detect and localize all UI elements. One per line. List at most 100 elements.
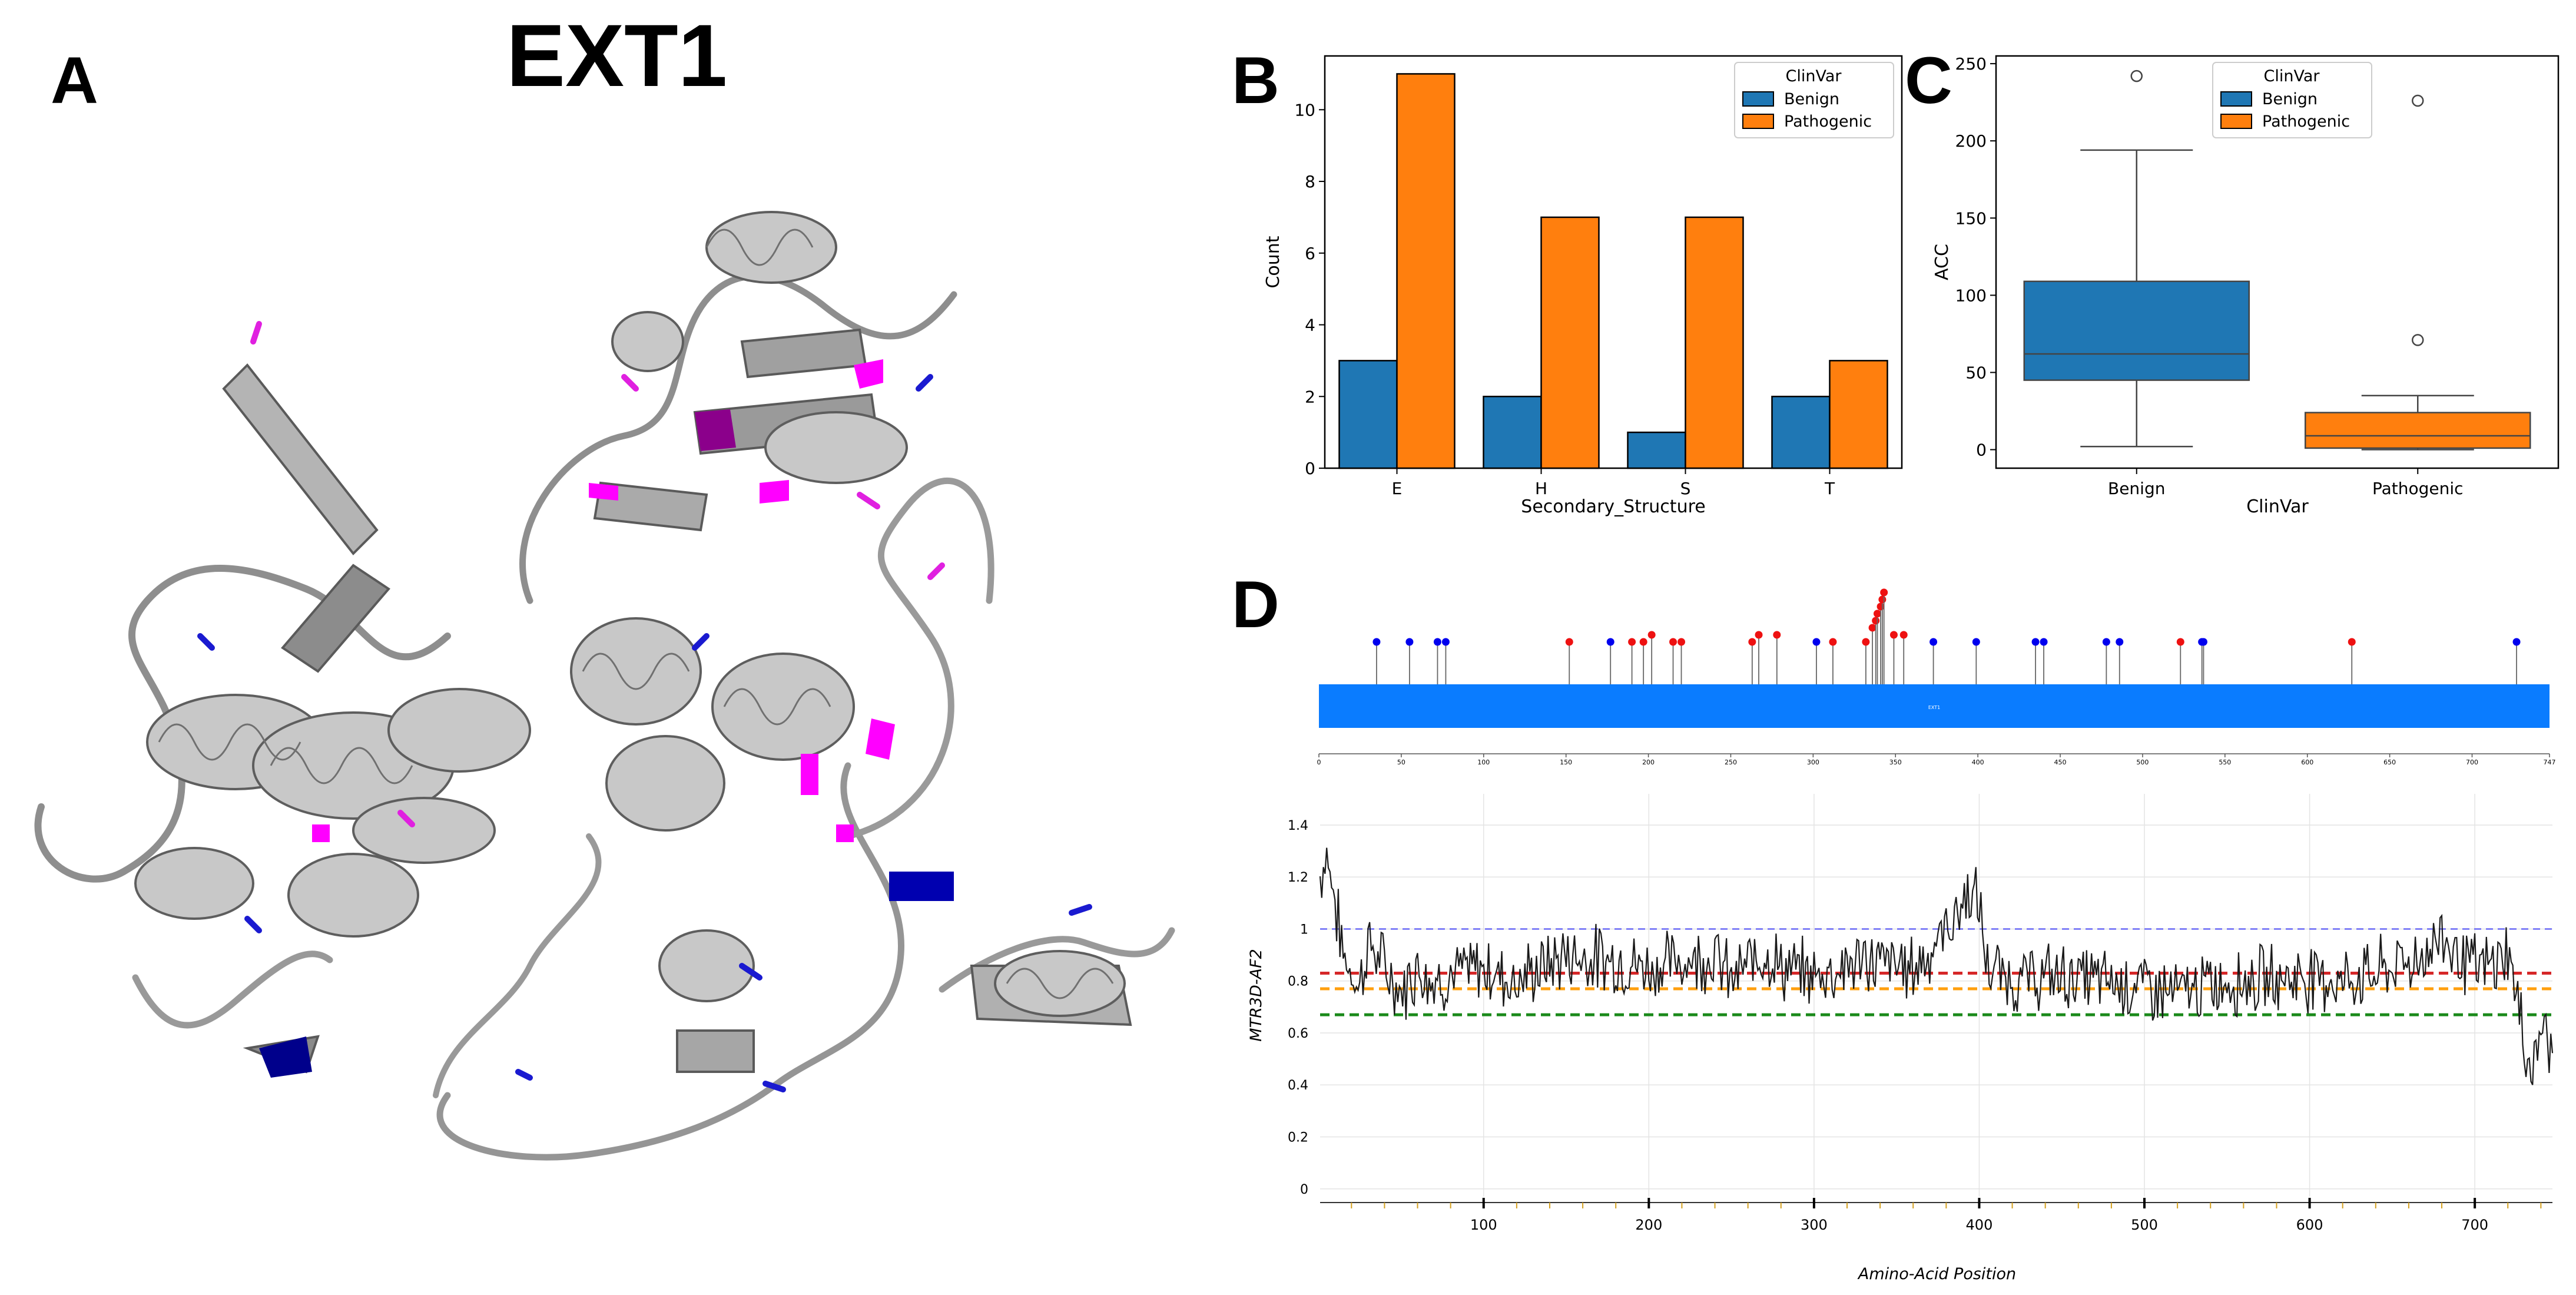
x-tick-label: 100 [1470,1217,1497,1233]
lollipop-benign [2199,638,2207,646]
bar-benign-S [1627,431,1686,469]
lollipop-tick-label: 500 [2136,759,2149,766]
y-tick-label: 1 [1300,922,1308,937]
lollipop-pathogenic [1755,631,1763,639]
lollipop-tick-label: 50 [1397,759,1405,766]
lollipop-tick-label: 450 [2054,759,2067,766]
y-tick-label: 200 [1955,131,1987,151]
lollipop-tick-label: 350 [1889,759,1902,766]
lollipop-pathogenic [1829,638,1837,646]
bar-pathogenic-H [1540,216,1600,469]
panel-d-y-label: MTR3D-AF2 [1247,949,1265,1041]
lollipop-benign [1372,638,1381,646]
protein-domain-bar [1319,684,2550,728]
y-tick-label: 1.2 [1288,870,1308,885]
lollipop-benign [1405,638,1414,646]
box-benign [2023,280,2250,381]
outlier-pathogenic [2412,94,2424,107]
bar-pathogenic-E [1396,73,1456,469]
panel-d-x-label: Amino-Acid Position [1857,1265,2016,1283]
lollipop-pathogenic [2176,638,2184,646]
lollipop-benign [2116,638,2124,646]
x-tick-label: 600 [2296,1217,2323,1233]
panel-c-legend: ClinVar Benign Pathogenic [2212,62,2372,138]
lollipop-benign [1433,638,1441,646]
lollipop-tick-label: 0 [1317,759,1321,766]
x-tick-label: H [1535,479,1547,498]
panel-c-axes-frame [1995,55,2560,469]
lollipop-benign [1606,638,1614,646]
panel-a-label: A [51,44,98,117]
x-tick-label: S [1680,479,1691,498]
lollipop-pathogenic [1862,638,1870,646]
lollipop-pathogenic [1647,631,1656,639]
lollipop-pathogenic [1773,631,1781,639]
y-tick-label: 6 [1305,244,1315,263]
box-pathogenic [2305,412,2531,449]
lollipop-benign [1812,638,1821,646]
lollipop-tick-label: 550 [2219,759,2231,766]
panel-b-bar-chart: 0 2 4 6 8 10 E H S T Count Secondary_Structure C… [1263,55,1903,517]
panel-b-axes-frame [1324,55,1903,469]
lollipop-tick-label: 100 [1477,759,1490,766]
lollipop-pathogenic [1873,610,1881,618]
panel-c-legend-benign: Benign [2262,90,2318,108]
lollipop-tick-label: 747 [2544,759,2556,766]
lollipop-benign [2102,638,2110,646]
lollipop-pathogenic [1868,624,1877,632]
lollipop-benign [2031,638,2040,646]
y-tick-label: 0.6 [1288,1026,1308,1041]
panel-c-box-plot: 0 50 100 150 200 250 Benign Pathogenic ACC Cli… [1932,54,2560,517]
y-tick-label: 150 [1955,208,1987,228]
domain-label: EXT1 [1928,705,1940,710]
panel-d-line-chart: 100 200 300 400 500 600 700 0 0.2 0.4 0.6 0.8 1 1.2 1… [1247,794,2554,1283]
lollipop-pathogenic [1565,638,1573,646]
lollipop-pathogenic [1880,588,1888,597]
x-tick-label: 200 [1635,1217,1662,1233]
y-tick-label: 4 [1305,316,1315,335]
panel-c-y-label: ACC [1932,244,1952,280]
panel-c-label: C [1905,44,1952,117]
panel-d-lollipop-plot: EXT1 0 50 100 150 200 250 300 350 400 450 500 550 60… [1317,588,2556,766]
y-tick-label: 0.2 [1288,1131,1308,1145]
lollipop-tick-label: 400 [1972,759,1984,766]
y-tick-label: 1.4 [1288,819,1308,833]
panel-b-legend-benign: Benign [1784,90,1839,108]
bar-benign-E [1338,360,1398,469]
x-tick-label: 300 [1801,1217,1828,1233]
panel-c-x-label: ClinVar [2246,496,2309,517]
panel-c-legend-swatch-pathogenic [2220,114,2252,129]
y-tick-label: 250 [1955,54,1987,74]
x-tick-label: Pathogenic [2372,479,2464,498]
panel-c-legend-swatch-benign [2220,91,2252,107]
y-tick-label: 0 [1305,459,1315,478]
panel-b-legend-pathogenic: Pathogenic [1784,112,1872,131]
y-tick-label: 2 [1305,387,1315,406]
x-tick-label: T [1824,479,1835,498]
lollipop-pathogenic [1628,638,1636,646]
lollipop-pathogenic [1748,638,1756,646]
outlier-benign [2130,69,2143,82]
panel-b-x-label: Secondary_Structure [1521,496,1705,517]
lollipop-tick-label: 700 [2466,759,2478,766]
bar-benign-H [1483,396,1542,469]
lollipop-pathogenic [1878,595,1887,604]
lollipop-benign [2512,638,2521,646]
lollipop-benign [1929,638,1938,646]
panel-d-label: D [1232,568,1279,641]
x-tick-label: E [1392,479,1403,498]
x-tick-label: 400 [1966,1217,1993,1233]
y-tick-label: 100 [1955,286,1987,305]
outlier-pathogenic [2412,334,2424,346]
y-tick-label: 50 [1965,363,1987,382]
lollipop-pathogenic [1677,638,1686,646]
lollipop-benign [2040,638,2048,646]
panel-b-y-label: Count [1263,236,1284,288]
lollipop-benign [1972,638,1980,646]
x-tick-label: 700 [2461,1217,2488,1233]
figure-title: EXT1 [506,6,728,105]
panel-c-legend-pathogenic: Pathogenic [2262,112,2350,131]
lollipop-pathogenic [1889,631,1898,639]
lollipop-pathogenic [1669,638,1677,646]
panel-b-legend-swatch-pathogenic [1742,114,1774,129]
